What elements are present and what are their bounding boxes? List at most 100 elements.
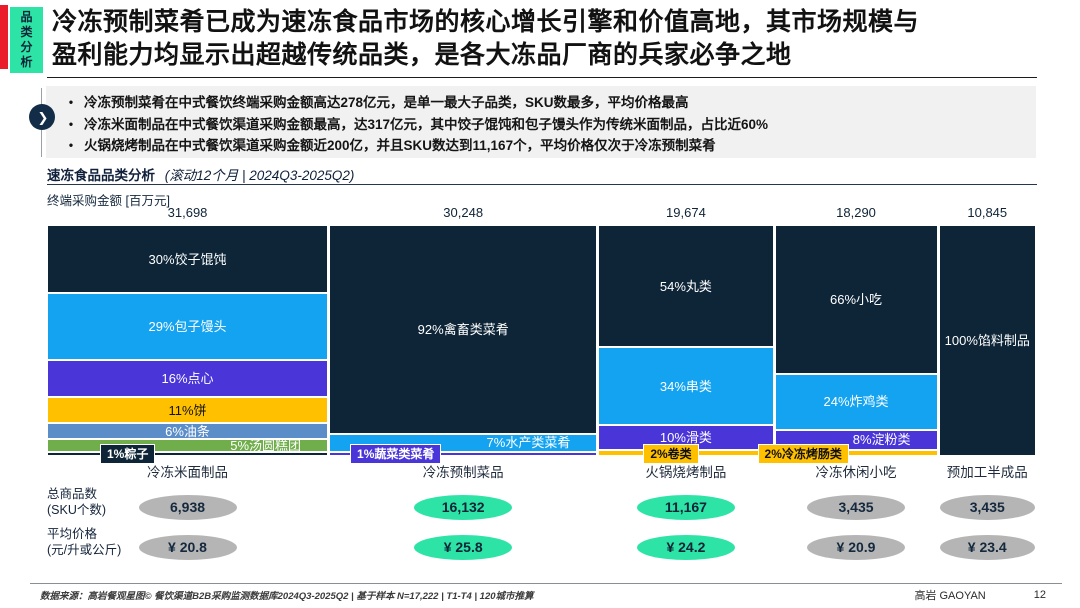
column-total: 18,290 (836, 204, 876, 220)
mekko-segment-label: 34%串类 (659, 378, 712, 394)
key-point-text: 冷冻预制菜肴在中式餐饮终端采购金额高达278亿元，是单一最大子品类，SKU数最多… (84, 95, 689, 110)
sku-count-pill: 16,132 (414, 494, 513, 520)
mekko-column: 100%馅料制品 (939, 226, 1035, 455)
mekko-segment: 100%馅料制品 (939, 226, 1035, 455)
price-cell: ¥ 24.2 (599, 534, 772, 560)
footer: 数据来源：高岩餐观星图© 餐饮渠道B2B采购监测数据库2024Q3-2025Q2… (40, 587, 1054, 603)
page-title-line2: 盈利能力均显示出超越传统品类，是各大冻品厂商的兵家必争之地 (52, 41, 792, 69)
mekko-segment-label: 16%点心 (161, 370, 214, 386)
axis-unit-label: 终端采购金额 [百万元] (47, 194, 170, 208)
column-total: 10,845 (967, 204, 1008, 220)
mekko-segment-callout-label: 2%冷冻烤肠类 (757, 444, 849, 464)
mekko-segment (330, 452, 597, 455)
mekko-segment-label: 6%油条 (165, 423, 210, 439)
sku-cell: 16,132 (330, 494, 596, 520)
page-title: 冷冻预制菜肴已成为速冻食品市场的核心增长引擎和价值高地，其市场规模与 盈利能力均… (52, 6, 1052, 72)
sku-count-pill: 3,435 (807, 494, 906, 520)
mekko-segment (48, 452, 328, 455)
key-point-item: • 冷冻预制菜肴在中式餐饮终端采购金额高达278亿元，是单一最大子品类，SKU数最… (58, 92, 1018, 114)
mekko-segment: 10%滑类 (599, 426, 773, 449)
mekko-segment-callout-label: 1%蔬菜类菜肴 (350, 444, 442, 464)
mekko-segment-label: 100%馅料制品 (944, 333, 1030, 348)
marimekko-chart: 30%饺子馄饨 29%包子馒头 16%点心 11%饼 6%油条 5%汤圆糕团 1%粽子 92%… (48, 226, 1035, 464)
bullet-icon: • (68, 116, 74, 131)
section-subtitle: (滚动12个月 | 2024Q3-2025Q2) (164, 168, 355, 183)
mekko-segment: 24%炸鸡类 (775, 375, 937, 429)
mekko-segment-label: 10%滑类 (659, 429, 712, 445)
avg-price-pill: ¥ 25.8 (414, 534, 513, 560)
column-total: 19,674 (666, 204, 706, 220)
sku-cell: 11,167 (599, 494, 772, 520)
price-row-label: 平均价格 (元/升或公斤) (47, 527, 122, 557)
avg-price-pill: ¥ 24.2 (636, 534, 735, 560)
key-point-item: • 火锅烧烤制品在中式餐饮渠道采购金额近200亿，并且SKU数达到11,167个，… (58, 135, 1018, 157)
tab-red-accent (0, 5, 8, 69)
data-source-note: 数据来源：高岩餐观星图© 餐饮渠道B2B采购监测数据库2024Q3-2025Q2… (40, 591, 534, 602)
avg-price-pill: ¥ 20.8 (138, 534, 237, 560)
avg-price-row: ¥ 20.8 ¥ 25.8 ¥ 24.2 ¥ 20.9 ¥ 23.4 (48, 534, 1035, 560)
mekko-segment-label: 11%饼 (168, 402, 207, 418)
sku-count-row: 6,938 16,132 11,167 3,435 3,435 (48, 494, 1035, 520)
mekko-segment-callout-label: 2%卷类 (643, 444, 699, 464)
price-cell: ¥ 20.9 (776, 534, 937, 560)
column-total: 30,248 (443, 204, 484, 220)
sidebar-tab-label: 品类分析 (20, 10, 33, 69)
column-name: 冷冻米面制品 (147, 465, 229, 480)
section-header: 速冻食品品类分析 (滚动12个月 | 2024Q3-2025Q2) (47, 164, 354, 184)
column-totals-row: 31,698 30,248 19,674 18,290 10,845 (48, 204, 1035, 220)
mekko-segment-label: 29%包子馒头 (148, 319, 227, 335)
mekko-column: 54%丸类 34%串类 10%滑类 2%卷类 (599, 226, 773, 464)
chevron-right-icon: ❯ (29, 104, 55, 130)
sku-cell: 3,435 (776, 494, 937, 520)
mekko-segment: 54%丸类 (599, 226, 773, 347)
mekko-segment-label: 5%汤圆糕团 (230, 437, 302, 453)
price-cell: ¥ 20.8 (48, 534, 327, 560)
mekko-segment: 16%点心 (48, 360, 328, 397)
page-number: 12 (1033, 589, 1046, 601)
mekko-segment: 5%汤圆糕团 (48, 437, 328, 453)
mekko-segment: 66%小吃 (775, 226, 937, 374)
sku-cell: 3,435 (939, 494, 1035, 520)
page-title-line1: 冷冻预制菜肴已成为速冻食品市场的核心增长引擎和价值高地，其市场规模与 (52, 8, 920, 36)
sku-count-pill: 11,167 (636, 494, 735, 520)
bullet-icon: • (68, 138, 74, 152)
key-point-text: 冷冻米面制品在中式餐饮渠道采购金额最高，达317亿元，其中饺子馄饨和包子馒头作为… (84, 116, 769, 132)
section-title: 速冻食品品类分析 (47, 168, 155, 183)
column-name: 冷冻休闲小吃 (815, 465, 897, 480)
mekko-segment: 6%油条 (48, 423, 328, 439)
key-point-text: 火锅烧烤制品在中式餐饮渠道采购金额近200亿，并且SKU数达到11,167个，平… (84, 138, 716, 153)
mekko-segment-label: 30%饺子馄饨 (148, 251, 227, 267)
category-names-row: 冷冻米面制品 冷冻预制菜品 火锅烧烤制品 冷冻休闲小吃 预加工半成品 (48, 462, 1035, 480)
bullet-icon: • (68, 95, 74, 109)
key-points-panel (46, 86, 1036, 158)
mekko-segment (775, 450, 937, 455)
mekko-segment: 29%包子馒头 (48, 294, 328, 359)
footer-divider (30, 583, 1062, 584)
price-cell: ¥ 25.8 (330, 534, 596, 560)
brand-label: 高岩 GAOYAN (914, 590, 986, 602)
title-divider (47, 77, 1037, 78)
mekko-segment: 30%饺子馄饨 (48, 226, 328, 293)
mekko-column: 30%饺子馄饨 29%包子馒头 16%点心 11%饼 6%油条 5%汤圆糕团 1%粽子 (48, 226, 328, 464)
column-total: 31,698 (167, 204, 208, 220)
sku-count-pill: 3,435 (939, 494, 1035, 520)
sku-count-pill: 6,938 (138, 494, 237, 520)
column-name: 预加工半成品 (946, 465, 1028, 480)
avg-price-pill: ¥ 23.4 (939, 534, 1035, 560)
mekko-segment: 92%禽畜类菜肴 (330, 226, 597, 433)
mekko-segment: 34%串类 (599, 348, 773, 425)
mekko-segment-label: 7%水产类菜肴 (486, 435, 571, 451)
mekko-segment-callout-label: 1%粽子 (100, 444, 156, 464)
column-name: 火锅烧烤制品 (645, 465, 727, 480)
key-points-list: • 冷冻预制菜肴在中式餐饮终端采购金额高达278亿元，是单一最大子品类，SKU数最… (58, 92, 1018, 157)
column-name: 冷冻预制菜品 (422, 465, 504, 480)
mekko-column: 66%小吃 24%炸鸡类 8%淀粉类 2%冷冻烤肠类 (757, 226, 937, 464)
mekko-segment-label: 92%禽畜类菜肴 (417, 322, 509, 337)
avg-price-pill: ¥ 20.9 (807, 534, 906, 560)
section-divider (47, 184, 1037, 185)
mekko-segment-label: 66%小吃 (830, 292, 883, 308)
mekko-column: 92%禽畜类菜肴 7%水产类菜肴 1%蔬菜类菜肴 (330, 226, 597, 464)
key-point-item: • 冷冻米面制品在中式餐饮渠道采购金额最高，达317亿元，其中饺子馄饨和包子馒头作… (58, 114, 1018, 136)
sku-cell: 6,938 (48, 494, 327, 520)
